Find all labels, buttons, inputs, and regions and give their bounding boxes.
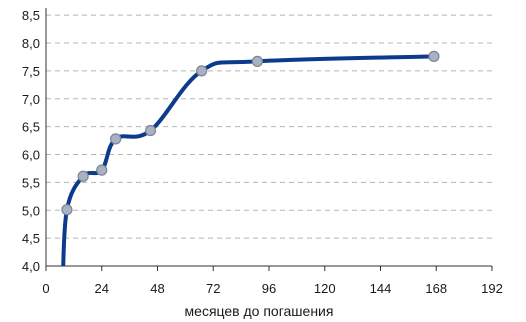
y-tick-label: 4,5 [22, 231, 40, 246]
y-tick-label: 8,5 [22, 8, 40, 23]
y-tick-label: 5,5 [22, 175, 40, 190]
x-tick-label: 120 [314, 281, 336, 296]
x-axis-label: месяцев до погашения [185, 303, 334, 319]
x-tick-label: 96 [262, 281, 276, 296]
data-point [96, 164, 108, 176]
x-tick-label: 0 [42, 281, 49, 296]
x-tick-label: 24 [95, 281, 109, 296]
y-tick-label: 4,0 [22, 259, 40, 274]
x-tick-label: 192 [481, 281, 503, 296]
data-point [144, 124, 157, 137]
series-group [61, 54, 436, 266]
data-point [428, 50, 440, 62]
y-tick-label: 5,0 [22, 203, 40, 218]
grid-lines [46, 14, 492, 239]
data-point [196, 65, 208, 77]
markers-group [61, 50, 440, 216]
axes [45, 8, 493, 271]
y-tick-label: 6,5 [22, 120, 40, 135]
x-tick-label: 48 [150, 281, 164, 296]
data-point [110, 133, 122, 145]
series-line [61, 54, 436, 266]
x-tick-labels: 0 24 48 72 96 120 144 168 192 [42, 281, 502, 296]
y-tick-label: 7,5 [22, 64, 40, 79]
y-tick-labels: 4,0 4,5 5,0 5,5 6,0 6,5 7,0 7,5 8,0 8,5 [22, 8, 40, 274]
y-tick-label: 6,0 [22, 148, 40, 163]
x-tick-label: 168 [425, 281, 447, 296]
x-tick-label: 72 [206, 281, 220, 296]
data-point [61, 204, 73, 216]
y-tick-label: 8,0 [22, 36, 40, 51]
x-tick-label: 144 [370, 281, 392, 296]
data-point [251, 55, 263, 67]
y-tick-label: 7,0 [22, 92, 40, 107]
data-point [77, 170, 89, 182]
